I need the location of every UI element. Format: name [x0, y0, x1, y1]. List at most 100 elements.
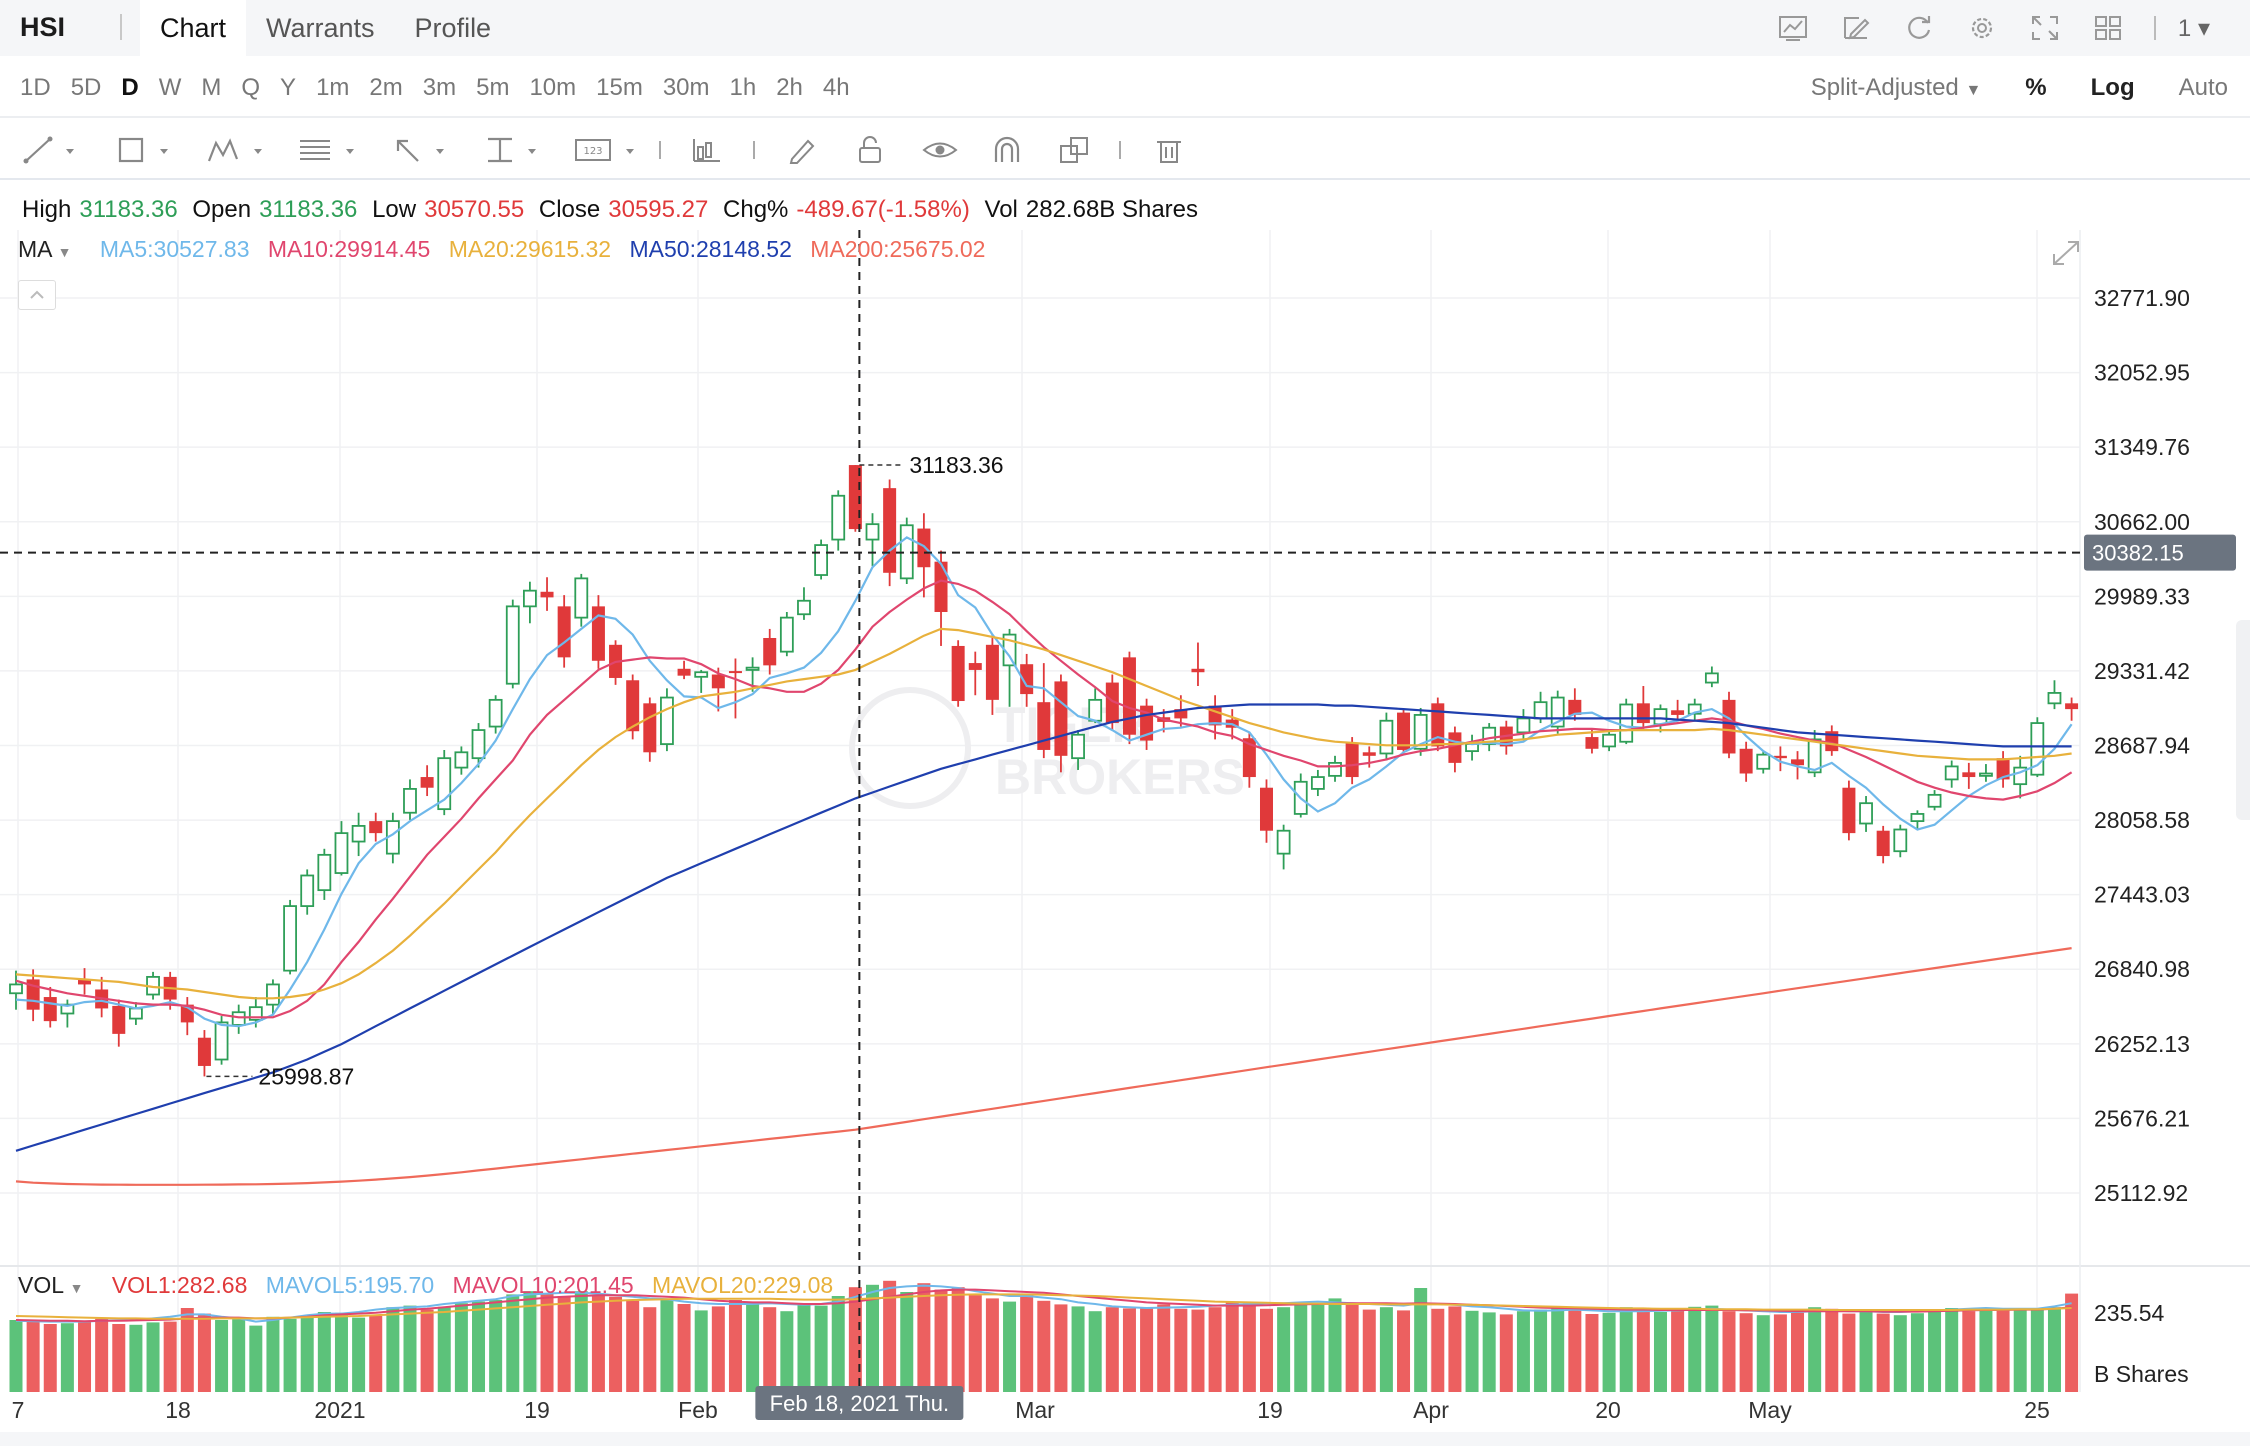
trend-line-icon[interactable] — [22, 122, 78, 178]
measure-icon[interactable] — [484, 122, 540, 178]
candle-body — [1242, 738, 1256, 778]
candle-body — [694, 671, 709, 678]
candle-body — [231, 1011, 246, 1026]
candle — [1927, 790, 1942, 811]
candle-body — [1585, 737, 1599, 749]
lock-icon[interactable] — [854, 122, 888, 178]
layout-count-select[interactable]: 1 ▾ — [2177, 14, 2210, 42]
label-icon[interactable]: 123 — [574, 122, 640, 178]
indicator-chart-icon[interactable] — [1762, 0, 1825, 56]
period-2h[interactable]: 2h — [776, 74, 803, 101]
candle-body — [814, 544, 829, 576]
volume-bar — [1362, 1309, 1376, 1392]
period-1d[interactable]: 1D — [20, 74, 51, 101]
layout-grid-icon[interactable] — [2077, 0, 2140, 56]
volume-bar — [180, 1308, 194, 1392]
period-y[interactable]: Y — [280, 74, 297, 101]
candle-body — [1088, 698, 1103, 722]
candle-body — [1054, 681, 1068, 756]
fullscreen-icon[interactable] — [2014, 0, 2077, 56]
timeline-scrollbar[interactable] — [0, 1432, 2250, 1446]
arrow-icon[interactable] — [392, 122, 448, 178]
period-d[interactable]: D — [121, 74, 139, 101]
refresh-icon[interactable] — [1888, 0, 1951, 56]
side-panel-handle[interactable] — [2236, 620, 2250, 820]
period-1h[interactable]: 1h — [729, 74, 757, 101]
candle — [2013, 755, 2028, 799]
price-tick-label: 28058.58 — [2094, 807, 2190, 833]
magnet-icon[interactable] — [990, 122, 1024, 178]
candle-body — [1037, 702, 1051, 750]
time-tick-label: 20 — [1595, 1397, 1621, 1423]
expand-icon — [2053, 241, 2079, 265]
candle-body — [523, 589, 537, 608]
pencil-icon[interactable] — [786, 122, 820, 178]
volume-bar — [386, 1307, 400, 1392]
tab-profile[interactable]: Profile — [414, 13, 492, 43]
period-1m[interactable]: 1m — [316, 74, 350, 101]
candle-body — [540, 591, 554, 598]
eye-icon[interactable] — [922, 122, 958, 178]
candle — [1893, 824, 1908, 858]
settings-icon[interactable] — [1951, 0, 2014, 56]
draw-icon[interactable] — [1825, 0, 1888, 56]
brush-icon[interactable] — [690, 122, 724, 178]
rectangle-icon[interactable] — [116, 122, 172, 178]
volume-bar — [163, 1321, 177, 1392]
period-5d[interactable]: 5D — [70, 74, 102, 101]
candle-body — [2047, 692, 2062, 705]
period-m[interactable]: M — [201, 74, 222, 101]
vol-indicator-select[interactable]: VOL ▼ — [18, 1272, 84, 1298]
candle — [334, 821, 349, 876]
candle — [985, 634, 999, 715]
period-5m[interactable]: 5m — [476, 74, 510, 101]
candle — [1944, 760, 1959, 788]
period-q[interactable]: Q — [241, 74, 261, 101]
tab-chart[interactable]: Chart — [140, 0, 247, 56]
volume-bar — [1003, 1301, 1017, 1392]
volume-bar — [1996, 1308, 2010, 1392]
clone-icon[interactable] — [1058, 122, 1092, 178]
adjust-select[interactable]: Split-Adjusted ▼ — [1810, 74, 1982, 101]
auto-toggle[interactable]: Auto — [2178, 74, 2228, 101]
period-10m[interactable]: 10m — [529, 74, 577, 101]
volume-bar — [643, 1307, 657, 1392]
time-tick-label: Apr — [1413, 1397, 1449, 1423]
svg-text:123: 123 — [583, 146, 602, 157]
price-tick-label: 26252.13 — [2094, 1031, 2190, 1057]
time-tick-label: 19 — [524, 1397, 550, 1423]
volume-bar — [1311, 1304, 1325, 1392]
pattern-icon[interactable] — [206, 122, 266, 178]
volume-bar — [95, 1318, 109, 1392]
volume-bar — [814, 1305, 828, 1392]
candle — [626, 674, 640, 740]
period-3m[interactable]: 3m — [422, 74, 457, 101]
volume-bar — [1910, 1313, 1924, 1392]
period-2m[interactable]: 2m — [369, 74, 403, 101]
volume-bar — [1842, 1313, 1856, 1392]
collapse-legend-button[interactable] — [18, 280, 56, 310]
candle-body — [351, 825, 366, 843]
log-toggle[interactable]: Log — [2090, 74, 2135, 101]
volume-bar — [1191, 1309, 1205, 1392]
expand-chart-button[interactable] — [2050, 238, 2082, 273]
caret-down-icon: ▼ — [1965, 82, 1982, 99]
time-tick-label: May — [1748, 1397, 1792, 1423]
tab-warrants[interactable]: Warrants — [266, 13, 375, 43]
ma-indicator-select[interactable]: MA ▼ — [18, 236, 72, 262]
annotations: 31183.36 25998.87 — [206, 452, 1004, 1089]
candle-body — [1397, 712, 1411, 750]
axes: 32771.90 32052.95 31349.76 30662.00 29989.33… — [12, 285, 2236, 1440]
watermark-logo — [849, 687, 971, 809]
candle — [1242, 732, 1256, 788]
trash-icon[interactable] — [1152, 122, 1186, 178]
fibonacci-icon[interactable] — [298, 122, 358, 178]
volume-bar — [968, 1295, 982, 1392]
period-4h[interactable]: 4h — [822, 74, 850, 101]
percent-toggle[interactable]: % — [2025, 74, 2047, 101]
period-w[interactable]: W — [158, 74, 182, 101]
period-15m[interactable]: 15m — [596, 74, 643, 101]
period-30m[interactable]: 30m — [662, 74, 710, 101]
volume-bar — [1140, 1307, 1154, 1392]
